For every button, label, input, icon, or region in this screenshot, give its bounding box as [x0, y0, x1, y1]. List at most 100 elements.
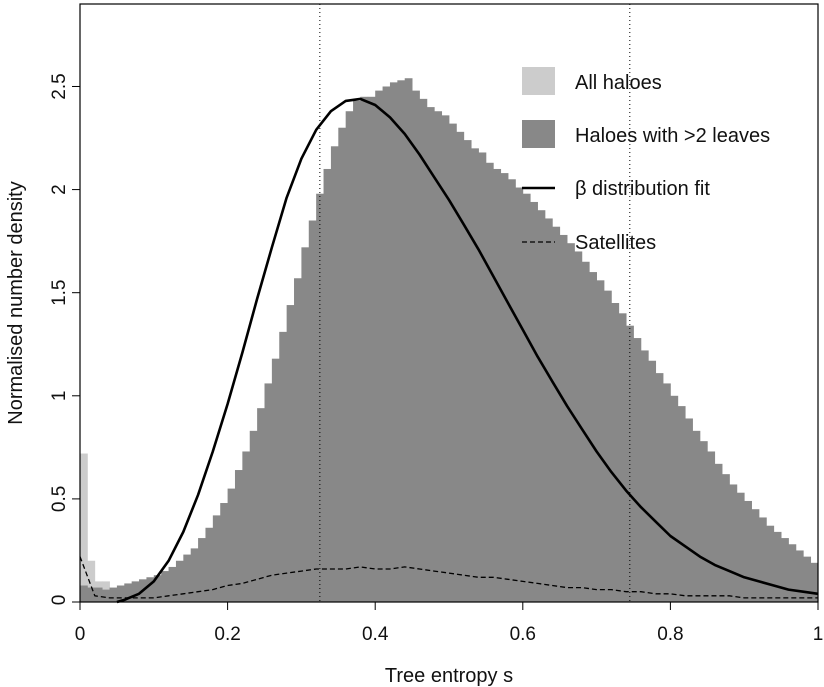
x-axis-label: Tree entropy s — [385, 665, 513, 687]
hist-bar-leaves-93 — [766, 525, 775, 602]
x-tick-label-1: 0.2 — [214, 624, 240, 645]
hist-bar-leaves-37 — [353, 100, 361, 603]
hist-bar-leaves-5 — [116, 585, 125, 602]
hist-bar-leaves-46 — [419, 98, 428, 603]
hist-bar-leaves-57 — [500, 173, 509, 602]
hist-bar-leaves-14 — [183, 554, 192, 602]
hist-bar-leaves-33 — [323, 168, 332, 602]
y-axis-label: Normalised number density — [5, 181, 27, 424]
hist-bar-leaves-78 — [655, 373, 664, 602]
hist-bar-leaves-1 — [87, 587, 96, 602]
hist-bar-leaves-7 — [131, 581, 140, 602]
hist-bar-leaves-55 — [485, 162, 494, 603]
hist-bar-leaves-81 — [677, 406, 686, 602]
legend-label-all-haloes: All haloes — [575, 72, 662, 94]
hist-bar-leaves-69 — [589, 272, 597, 602]
hist-bar-leaves-18 — [212, 515, 221, 602]
hist-bar-leaves-20 — [227, 488, 236, 602]
hist-bar-leaves-89 — [736, 492, 745, 602]
hist-bar-leaves-82 — [685, 418, 693, 602]
hist-bar-leaves-38 — [360, 96, 369, 603]
x-tick-label-3: 0.6 — [510, 624, 536, 645]
hist-bar-leaves-35 — [338, 127, 347, 603]
hist-bar-leaves-62 — [537, 210, 546, 602]
hist-bar-all-1 — [87, 560, 96, 602]
hist-bar-leaves-32 — [316, 193, 324, 603]
hist-bar-leaves-13 — [175, 560, 184, 602]
hist-bar-leaves-19 — [220, 503, 228, 602]
hist-bar-leaves-94 — [773, 531, 782, 602]
hist-bar-leaves-75 — [633, 338, 642, 602]
hist-bar-leaves-23 — [249, 430, 258, 602]
hist-bar-leaves-36 — [345, 111, 354, 602]
hist-bar-leaves-40 — [375, 90, 383, 602]
hist-bar-leaves-10 — [153, 575, 162, 602]
y-tick-label-2: 1 — [49, 391, 70, 402]
hist-bar-leaves-30 — [301, 247, 310, 602]
hist-bar-leaves-53 — [471, 148, 479, 602]
hist-bar-leaves-24 — [257, 408, 265, 602]
hist-bar-leaves-67 — [574, 251, 583, 602]
hist-bar-leaves-90 — [744, 500, 752, 602]
hist-bar-leaves-71 — [603, 290, 612, 602]
legend-label-beta-fit: β distribution fit — [575, 178, 710, 200]
hist-bar-leaves-66 — [567, 243, 575, 602]
hist-bar-leaves-21 — [234, 470, 243, 602]
hist-bar-leaves-88 — [729, 484, 738, 602]
hist-bar-leaves-61 — [530, 201, 538, 602]
hist-bar-leaves-11 — [161, 571, 169, 602]
hist-bar-leaves-73 — [618, 313, 627, 602]
y-tick-label-4: 2 — [49, 184, 70, 195]
hist-bar-leaves-39 — [367, 96, 376, 603]
y-axis: 0 0.5 1 1.5 2 2.5 — [49, 73, 80, 605]
hist-bar-leaves-63 — [544, 218, 553, 602]
hist-bar-leaves-34 — [330, 146, 339, 602]
hist-bar-leaves-0 — [80, 585, 88, 602]
x-tick-label-2: 0.4 — [362, 624, 389, 645]
hist-bar-leaves-98 — [803, 556, 812, 602]
hist-bar-leaves-60 — [522, 193, 531, 603]
hist-bar-leaves-64 — [552, 226, 561, 603]
beta-fit-line — [116, 97, 819, 604]
hist-bar-leaves-84 — [699, 441, 708, 602]
hist-bar-leaves-49 — [441, 115, 450, 603]
x-tick-label-5: 1 — [813, 624, 824, 645]
hist-bar-leaves-95 — [781, 538, 789, 602]
hist-bar-leaves-54 — [478, 152, 487, 602]
hist-bar-leaves-15 — [190, 548, 199, 602]
hist-bar-leaves-85 — [707, 451, 716, 602]
hist-bar-leaves-9 — [146, 577, 155, 602]
hist-bar-leaves-25 — [264, 383, 273, 602]
hist-bar-leaves-17 — [205, 527, 214, 602]
hist-bar-leaves-44 — [404, 78, 413, 602]
hist-bar-leaves-68 — [581, 261, 590, 602]
legend-label-satellites: Satellites — [575, 232, 656, 254]
y-tick-label-1: 0.5 — [49, 486, 70, 512]
hist-bar-leaves-92 — [758, 517, 767, 602]
legend-swatch-haloes-gt2-leaves — [522, 120, 555, 148]
hist-bar-leaves-2 — [94, 587, 103, 602]
hist-bar-all-0 — [80, 453, 88, 602]
hist-bar-leaves-27 — [279, 331, 288, 602]
hist-bar-leaves-99 — [810, 562, 819, 602]
hist-bar-leaves-45 — [412, 90, 420, 602]
hist-bar-leaves-87 — [722, 474, 730, 602]
hist-bar-leaves-79 — [663, 383, 671, 602]
hist-bar-leaves-3 — [102, 589, 110, 602]
hist-bar-leaves-42 — [389, 82, 398, 602]
legend-label-haloes-gt2-leaves: Haloes with >2 leaves — [575, 125, 770, 147]
hist-bar-leaves-86 — [714, 463, 723, 602]
hist-bar-leaves-83 — [692, 430, 701, 602]
hist-bar-leaves-41 — [382, 86, 391, 602]
hist-bar-leaves-43 — [397, 80, 406, 602]
hist-bar-leaves-16 — [198, 538, 206, 602]
hist-bar-leaves-65 — [559, 234, 568, 602]
y-tick-label-3: 1.5 — [49, 279, 70, 305]
data-lines — [79, 97, 819, 604]
hist-bar-leaves-6 — [124, 583, 133, 602]
x-tick-label-0: 0 — [75, 624, 86, 645]
legend-swatch-all-haloes — [522, 67, 555, 95]
hist-bar-leaves-80 — [670, 395, 679, 602]
hist-bar-leaves-77 — [648, 360, 657, 602]
